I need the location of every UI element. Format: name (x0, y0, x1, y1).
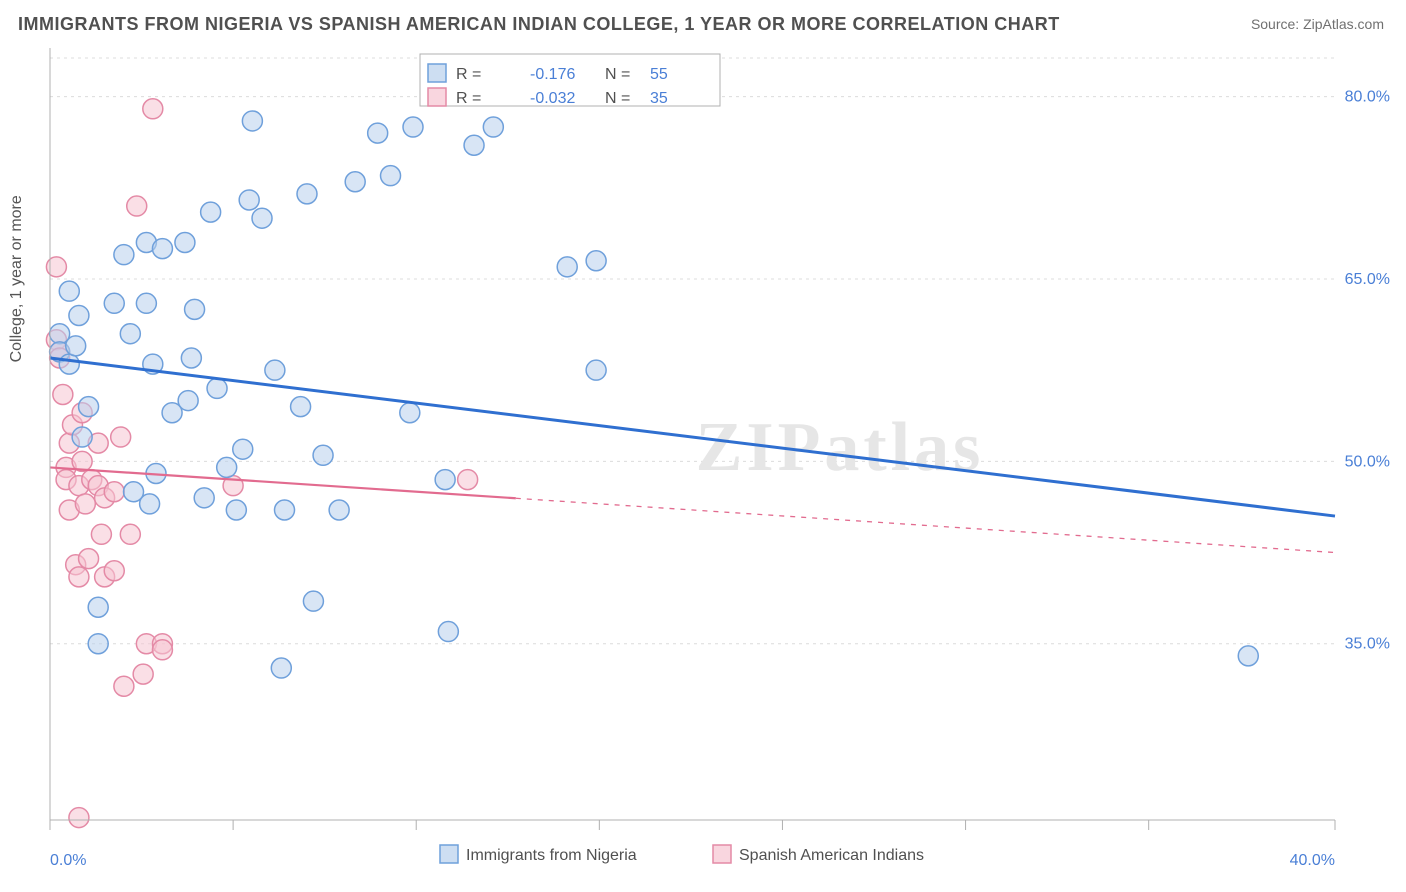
spanish-point (91, 524, 111, 544)
spanish-trendline-dashed (516, 498, 1335, 552)
nigeria-point (152, 239, 172, 259)
nigeria-point (586, 360, 606, 380)
spanish-point (104, 561, 124, 581)
x-tick-label: 40.0% (1290, 852, 1335, 869)
nigeria-point (114, 245, 134, 265)
spanish-point (69, 808, 89, 828)
correlation-legend: R = -0.176 N = 55 R = -0.032 N = 35 (420, 54, 720, 107)
y-tick-label: 65.0% (1345, 271, 1390, 288)
spanish-point (114, 676, 134, 696)
nigeria-point (104, 293, 124, 313)
nigeria-point (557, 257, 577, 277)
nigeria-point (313, 445, 333, 465)
nigeria-point (181, 348, 201, 368)
legend-swatch-spanish (428, 88, 446, 106)
nigeria-point (242, 111, 262, 131)
nigeria-point (368, 123, 388, 143)
nigeria-point (291, 397, 311, 417)
nigeria-point (464, 135, 484, 155)
svg-text:N =: N = (605, 66, 630, 83)
spanish-point (458, 470, 478, 490)
bottom-swatch-spanish (713, 845, 731, 863)
scatter-chart: ZIPatlas 0.0% 40.0% 35.0% 50.0% 65.0% 80.0% R… (0, 0, 1406, 892)
spanish-point (79, 549, 99, 569)
spanish-point (75, 494, 95, 514)
nigeria-point (59, 354, 79, 374)
nigeria-point (178, 391, 198, 411)
nigeria-point (207, 378, 227, 398)
nigeria-point (265, 360, 285, 380)
y-tick-label: 35.0% (1345, 636, 1390, 653)
legend-r-spanish: -0.032 (530, 90, 575, 107)
bottom-swatch-nigeria (440, 845, 458, 863)
nigeria-point (88, 597, 108, 617)
svg-text:N =: N = (605, 90, 630, 107)
bottom-label-spanish: Spanish American Indians (739, 847, 924, 864)
nigeria-point (381, 166, 401, 186)
nigeria-point (329, 500, 349, 520)
spanish-point (104, 482, 124, 502)
nigeria-point (403, 117, 423, 137)
nigeria-point (297, 184, 317, 204)
nigeria-point (66, 336, 86, 356)
legend-n-spanish: 35 (650, 90, 668, 107)
nigeria-point (59, 281, 79, 301)
spanish-point (133, 664, 153, 684)
nigeria-point (136, 293, 156, 313)
nigeria-point (400, 403, 420, 423)
legend-r-nigeria: -0.176 (530, 66, 575, 83)
x-tick-label: 0.0% (50, 852, 86, 869)
nigeria-point (175, 233, 195, 253)
nigeria-point (252, 208, 272, 228)
nigeria-point (185, 299, 205, 319)
nigeria-point (72, 427, 92, 447)
y-tick-label: 80.0% (1345, 89, 1390, 106)
nigeria-point (1238, 646, 1258, 666)
spanish-point (127, 196, 147, 216)
nigeria-point (435, 470, 455, 490)
legend-swatch-nigeria (428, 64, 446, 82)
bottom-label-nigeria: Immigrants from Nigeria (466, 847, 637, 864)
nigeria-point (586, 251, 606, 271)
nigeria-point (120, 324, 140, 344)
spanish-point (46, 257, 66, 277)
nigeria-point (226, 500, 246, 520)
nigeria-point (303, 591, 323, 611)
nigeria-point (345, 172, 365, 192)
nigeria-point (483, 117, 503, 137)
nigeria-point (438, 622, 458, 642)
svg-text:R =: R = (456, 90, 481, 107)
y-tick-label: 50.0% (1345, 453, 1390, 470)
series-legend: Immigrants from Nigeria Spanish American … (440, 845, 924, 864)
nigeria-point (217, 457, 237, 477)
spanish-point (143, 99, 163, 119)
watermark: ZIPatlas (696, 409, 985, 486)
nigeria-point (201, 202, 221, 222)
spanish-point (120, 524, 140, 544)
nigeria-point (69, 305, 89, 325)
nigeria-point (140, 494, 160, 514)
spanish-point (53, 384, 73, 404)
svg-text:R =: R = (456, 66, 481, 83)
nigeria-trendline (50, 358, 1335, 516)
spanish-point (111, 427, 131, 447)
nigeria-point (88, 634, 108, 654)
spanish-point (152, 640, 172, 660)
spanish-point (69, 567, 89, 587)
nigeria-point (233, 439, 253, 459)
nigeria-point (239, 190, 259, 210)
nigeria-point (79, 397, 99, 417)
nigeria-point (271, 658, 291, 678)
nigeria-point (194, 488, 214, 508)
legend-n-nigeria: 55 (650, 66, 668, 83)
nigeria-point (275, 500, 295, 520)
